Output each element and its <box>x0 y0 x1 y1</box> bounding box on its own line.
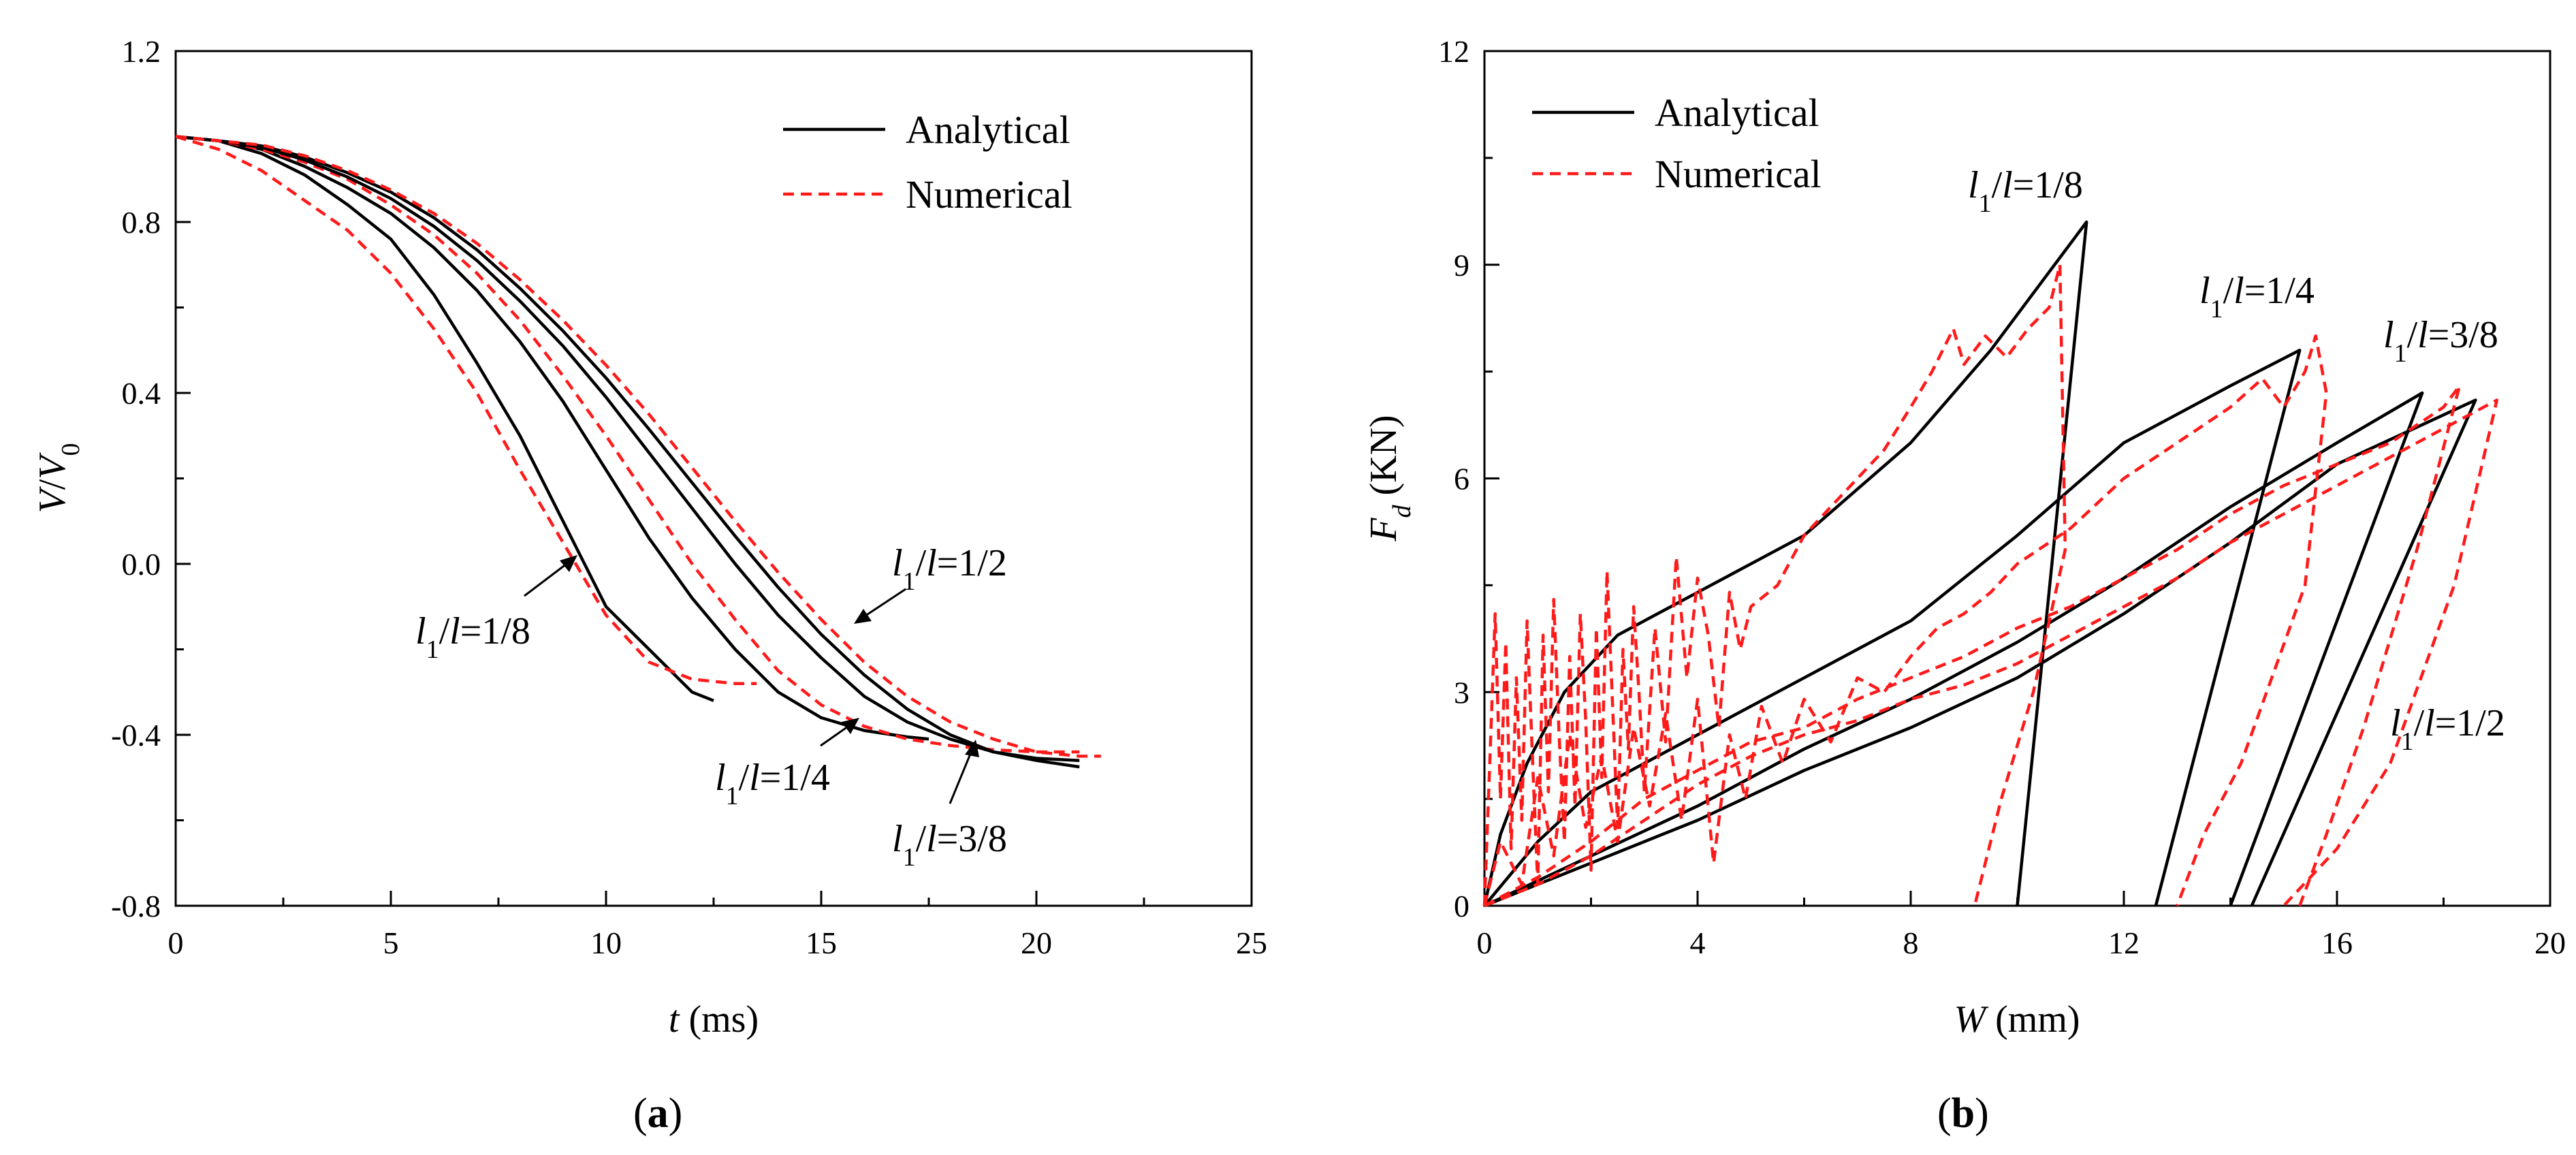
annotations-a: l1/l=1/8 l1/l=1/4 l1/l=3/8 l1/l=1/2 <box>415 542 1007 872</box>
chart-panel-a: 0 5 10 15 20 25 -0.8 -0.4 0.0 0.4 0.8 1.2 Analytica… <box>31 34 1267 1137</box>
x-tick-label-a: 0 <box>168 925 184 960</box>
series-group-a <box>175 135 1101 769</box>
legend-label-analytical-b: Analytical <box>1655 91 1819 135</box>
y-tick-label-a: 1.2 <box>122 34 161 69</box>
plot-frame-a <box>174 50 1253 907</box>
y-tick-label-a: 0.4 <box>122 376 161 411</box>
series-numerical-1-2-b <box>1484 398 2499 908</box>
y-tick-label-a: 0.0 <box>122 547 161 582</box>
annotation-arrowhead-a-1-2 <box>854 609 872 624</box>
y-tick-label-b: 6 <box>1454 462 1469 496</box>
series-numerical-1-4-a <box>175 135 1080 754</box>
x-axis-title-a: t (ms) <box>669 998 759 1041</box>
series-numerical-1-8-a <box>175 135 757 685</box>
annotation-b-1-8: l1/l=1/8 <box>1968 164 2083 218</box>
series-analytical-1-8-b <box>1482 220 2088 906</box>
annotation-arrowhead-a-3-8 <box>965 740 979 757</box>
series-numerical-1-2-a <box>175 135 1101 758</box>
annotation-arrowhead-a-1-8 <box>560 555 577 572</box>
x-tick-label-b: 0 <box>1477 925 1493 960</box>
x-tick-label-a: 25 <box>1236 925 1267 960</box>
series-numerical-1-4-b <box>1482 334 2328 906</box>
y-tick-label-a: -0.4 <box>111 718 161 753</box>
chart-panel-b: 0 4 8 12 16 20 0 3 6 9 12 Analytical Numerical l1/… <box>1363 34 2566 1137</box>
y-tick-label-b: 9 <box>1454 248 1469 283</box>
series-analytical-1-4-a <box>175 135 929 741</box>
x-tick-label-a: 20 <box>1021 925 1052 960</box>
panel-label-b: (b) <box>1937 1090 1989 1137</box>
x-tick-label-a: 5 <box>383 925 399 960</box>
y-tick-label-b: 0 <box>1454 889 1469 923</box>
series-analytical-1-8-a <box>175 135 714 702</box>
legend-label-numerical-b: Numerical <box>1655 152 1822 196</box>
series-numerical-3-8-b <box>1483 384 2462 907</box>
series-analytical-1-2-a <box>175 135 1080 769</box>
annotation-a-3-8: l1/l=3/8 <box>892 818 1007 872</box>
series-analytical-1-4-b <box>1483 349 2302 907</box>
y-tick-label-a: 0.8 <box>122 205 161 240</box>
annotation-arrowhead-a-1-4 <box>842 718 859 734</box>
x-tick-label-b: 12 <box>2108 925 2140 960</box>
annotation-a-1-8: l1/l=1/8 <box>415 610 530 664</box>
x-tick-label-b: 8 <box>1903 925 1919 960</box>
y-tick-label-b: 12 <box>1438 34 1469 69</box>
x-tick-label-a: 15 <box>806 925 837 960</box>
axis-ticks-a: 0 5 10 15 20 25 -0.8 -0.4 0.0 0.4 0.8 1.2 <box>111 34 1267 960</box>
series-analytical-3-8-a <box>175 135 1080 762</box>
y-axis-title-b: Fd (KN) <box>1363 415 1416 541</box>
x-tick-label-a: 10 <box>590 925 622 960</box>
x-tick-label-b: 4 <box>1690 925 1706 960</box>
annotation-b-1-2: l1/l=1/2 <box>2390 702 2505 756</box>
legend-label-numerical-a: Numerical <box>906 172 1072 217</box>
x-tick-label-b: 16 <box>2321 925 2353 960</box>
annotation-b-3-8: l1/l=3/8 <box>2383 314 2498 368</box>
series-group-b <box>1482 220 2499 908</box>
annotations-b: l1/l=1/8 l1/l=1/4 l1/l=3/8 l1/l=1/2 <box>1968 164 2505 756</box>
annotation-b-1-4: l1/l=1/4 <box>2199 270 2315 323</box>
axis-ticks-b: 0 4 8 12 16 20 0 3 6 9 12 <box>1438 34 2566 960</box>
panel-label-a: (a) <box>633 1090 682 1137</box>
series-numerical-1-8-b <box>1482 263 2067 906</box>
x-axis-title-b: W (mm) <box>1954 998 2080 1041</box>
annotation-a-1-4: l1/l=1/4 <box>715 757 830 810</box>
y-axis-title-a: V/V0 <box>31 443 85 513</box>
y-tick-label-a: -0.8 <box>111 889 161 923</box>
y-tick-label-b: 3 <box>1454 675 1469 710</box>
series-analytical-3-8-b <box>1484 391 2424 908</box>
legend-a: Analytical Numerical <box>783 108 1072 217</box>
x-tick-label-b: 20 <box>2534 925 2566 960</box>
annotation-arrow-a-1-8 <box>524 558 573 597</box>
legend-label-analytical-a: Analytical <box>906 108 1070 152</box>
legend-b: Analytical Numerical <box>1532 91 1822 196</box>
annotation-a-1-2: l1/l=1/2 <box>892 542 1007 596</box>
series-analytical-1-2-b <box>1484 398 2477 908</box>
